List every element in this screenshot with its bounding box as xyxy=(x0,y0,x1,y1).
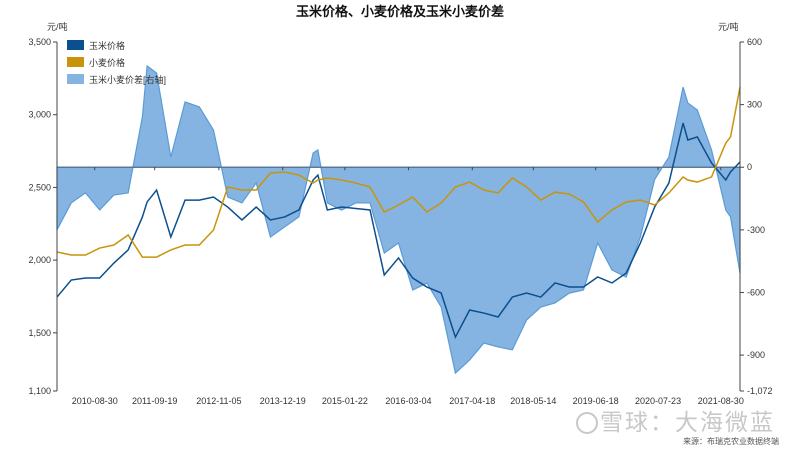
x-tick-label: 2012-11-05 xyxy=(196,396,241,406)
left-tick-label: 1,500 xyxy=(28,328,51,338)
x-tick-label: 2020-07-23 xyxy=(635,396,681,406)
left-tick-label: 3,000 xyxy=(28,110,51,120)
right-tick-label: 300 xyxy=(747,100,762,110)
x-tick-label: 2019-06-18 xyxy=(573,396,619,406)
left-axis-unit: 元/吨 xyxy=(47,22,68,32)
x-tick-label: 2013-12-19 xyxy=(260,396,306,406)
x-tick-label: 2016-03-04 xyxy=(385,396,431,406)
right-tick-label: -900 xyxy=(747,350,765,360)
left-tick-label: 2,500 xyxy=(28,182,51,192)
chart-title: 玉米价格、小麦价格及玉米小麦价差 xyxy=(295,4,504,19)
corn-price-line xyxy=(56,122,741,339)
x-tick-label: 2010-08-30 xyxy=(72,396,118,406)
legend-label: 小麦价格 xyxy=(89,57,125,68)
x-tick-label: 2021-08-30 xyxy=(698,396,744,406)
right-axis-unit: 元/吨 xyxy=(718,22,739,32)
legend-label: 玉米小麦价差[右轴] xyxy=(89,74,166,85)
right-tick-label: -300 xyxy=(747,225,765,235)
x-tick-label: 2011-09-19 xyxy=(132,396,177,406)
legend-label: 玉米价格 xyxy=(89,40,125,51)
x-tick-label: 2018-05-14 xyxy=(510,396,556,406)
legend-swatch xyxy=(67,40,84,50)
right-tick-label: 0 xyxy=(747,162,752,172)
left-tick-label: 1,100 xyxy=(28,386,51,396)
right-tick-label: 600 xyxy=(747,37,762,47)
legend-swatch xyxy=(67,57,84,67)
watermark-logo-icon xyxy=(576,412,598,434)
left-tick-label: 3,500 xyxy=(28,37,51,47)
right-tick-label: -1,072 xyxy=(747,386,773,396)
legend-swatch xyxy=(67,74,84,84)
x-tick-label: 2015-01-22 xyxy=(322,396,368,406)
source-note: 来源：布瑞克农业数据终端 xyxy=(683,437,779,446)
spread-area xyxy=(56,64,741,375)
wheat-price-line xyxy=(56,86,741,258)
watermark: 雪球：大海微蓝 xyxy=(600,409,775,435)
x-tick-label: 2017-04-18 xyxy=(449,396,495,406)
left-tick-label: 2,000 xyxy=(28,255,51,265)
right-tick-label: -600 xyxy=(747,287,765,297)
